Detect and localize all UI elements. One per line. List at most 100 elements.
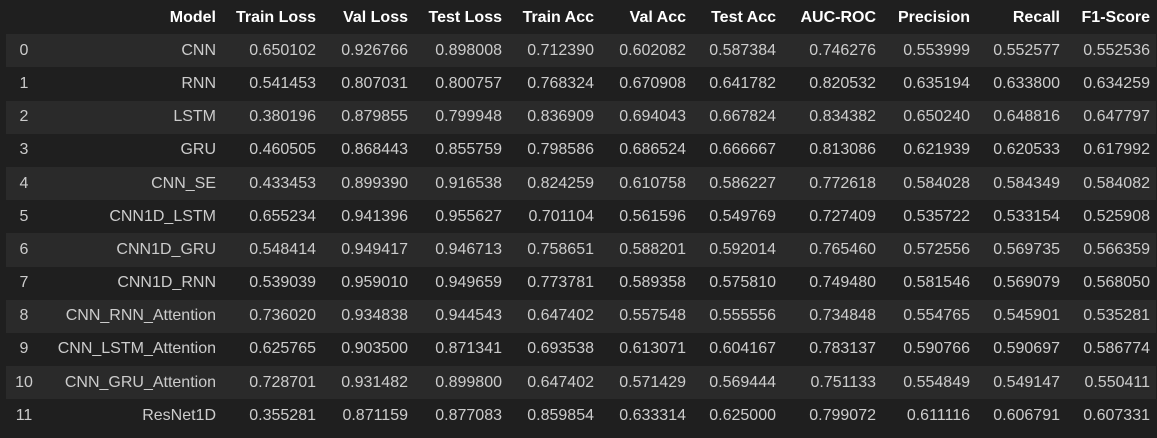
cell-recall: 0.569079 (976, 266, 1066, 300)
cell-val-acc: 0.561596 (600, 200, 692, 234)
cell-recall: 0.545901 (976, 299, 1066, 333)
cell-precision: 0.581546 (882, 266, 976, 300)
cell-test-loss: 0.877083 (414, 399, 508, 433)
cell-recall: 0.552577 (976, 34, 1066, 68)
cell-val-loss: 0.931482 (322, 366, 414, 400)
cell-index: 9 (6, 332, 42, 367)
cell-val-acc: 0.589358 (600, 266, 692, 300)
cell-test-acc: 0.587384 (692, 34, 782, 68)
cell-val-acc: 0.670908 (600, 67, 692, 101)
cell-f1-score: 0.552536 (1066, 34, 1156, 68)
cell-index: 8 (6, 299, 42, 333)
cell-val-loss: 0.934838 (322, 299, 414, 333)
header-precision: Precision (897, 8, 970, 26)
cell-test-loss: 0.799948 (414, 100, 508, 134)
cell-val-acc: 0.633314 (600, 399, 692, 433)
cell-val-loss: 0.899390 (322, 166, 414, 201)
cell-val-acc: 0.602082 (600, 34, 692, 68)
cell-index: 3 (6, 133, 42, 167)
cell-precision: 0.650240 (882, 100, 976, 134)
cell-index: 0 (6, 34, 42, 68)
cell-test-loss: 0.916538 (414, 166, 508, 201)
cell-recall: 0.584349 (976, 166, 1066, 201)
cell-test-loss: 0.949659 (414, 266, 508, 300)
table-row: 9 CNN_LSTM_Attention 0.625765 0.903500 0.871… (6, 332, 1156, 367)
table-row: 0 CNN 0.650102 0.926766 0.898008 0.712390 0.60… (6, 34, 1156, 68)
cell-test-loss: 0.946713 (414, 233, 508, 267)
cell-auc-roc: 0.751133 (782, 366, 882, 400)
cell-val-acc: 0.588201 (600, 233, 692, 267)
cell-index: 7 (6, 266, 42, 300)
cell-val-loss: 0.941396 (322, 200, 414, 234)
cell-train-loss: 0.433453 (220, 166, 322, 201)
header-recall: Recall (1012, 8, 1060, 26)
cell-recall: 0.549147 (976, 366, 1066, 400)
cell-train-acc: 0.647402 (508, 366, 600, 400)
cell-auc-roc: 0.734848 (782, 299, 882, 333)
cell-train-loss: 0.460505 (220, 133, 322, 167)
cell-test-loss: 0.955627 (414, 200, 508, 234)
cell-test-acc: 0.549769 (692, 200, 782, 234)
cell-test-loss: 0.871341 (414, 332, 508, 367)
header-val-acc: Val Acc (629, 8, 686, 26)
cell-train-acc: 0.693538 (508, 332, 600, 367)
cell-precision: 0.590766 (882, 332, 976, 367)
cell-index: 5 (6, 200, 42, 234)
table-row: 2 LSTM 0.380196 0.879855 0.799948 0.836909 0.6… (6, 100, 1156, 134)
cell-test-acc: 0.592014 (692, 233, 782, 267)
cell-f1-score: 0.607331 (1066, 399, 1156, 433)
cell-precision: 0.572556 (882, 233, 976, 267)
cell-train-loss: 0.655234 (220, 200, 322, 234)
cell-train-acc: 0.712390 (508, 34, 600, 68)
cell-f1-score: 0.525908 (1066, 200, 1156, 234)
cell-f1-score: 0.566359 (1066, 233, 1156, 267)
cell-precision: 0.635194 (882, 67, 976, 101)
table-row: 5 CNN1D_LSTM 0.655234 0.941396 0.955627 0.701… (6, 200, 1156, 234)
table-row: 4 CNN_SE 0.433453 0.899390 0.916538 0.824259 0… (6, 166, 1156, 201)
cell-auc-roc: 0.772618 (782, 166, 882, 201)
cell-test-acc: 0.604167 (692, 332, 782, 367)
cell-val-acc: 0.571429 (600, 366, 692, 400)
cell-train-acc: 0.824259 (508, 166, 600, 201)
cell-f1-score: 0.584082 (1066, 166, 1156, 201)
cell-f1-score: 0.568050 (1066, 266, 1156, 300)
cell-train-loss: 0.355281 (220, 399, 322, 433)
cell-model: CNN_RNN_Attention (42, 299, 220, 333)
cell-train-acc: 0.859854 (508, 399, 600, 433)
cell-recall: 0.620533 (976, 133, 1066, 167)
cell-val-loss: 0.879855 (322, 100, 414, 134)
header-auc-roc: AUC-ROC (800, 8, 876, 26)
cell-auc-roc: 0.783137 (782, 332, 882, 367)
cell-test-loss: 0.899800 (414, 366, 508, 400)
cell-test-acc: 0.667824 (692, 100, 782, 134)
table-row: 7 CNN1D_RNN 0.539039 0.959010 0.949659 0.7737… (6, 266, 1156, 300)
cell-recall: 0.606791 (976, 399, 1066, 433)
cell-index: 10 (6, 366, 42, 400)
cell-precision: 0.621939 (882, 133, 976, 167)
cell-train-acc: 0.773781 (508, 266, 600, 300)
cell-index: 6 (6, 233, 42, 267)
cell-f1-score: 0.586774 (1066, 332, 1156, 367)
header-row: Model Train Loss Val Loss Test Loss Trai… (6, 1, 1156, 34)
cell-precision: 0.554849 (882, 366, 976, 400)
cell-test-acc: 0.586227 (692, 166, 782, 201)
table-row: 1 RNN 0.541453 0.807031 0.800757 0.768324 0.67… (6, 67, 1156, 101)
table-row: 6 CNN1D_GRU 0.548414 0.949417 0.946713 0.7586… (6, 233, 1156, 267)
cell-val-acc: 0.686524 (600, 133, 692, 167)
header-test-loss: Test Loss (428, 8, 503, 26)
table-row: 3 GRU 0.460505 0.868443 0.855759 0.798586 0.68… (6, 133, 1156, 167)
cell-val-acc: 0.694043 (600, 100, 692, 134)
cell-index: 11 (6, 399, 42, 433)
cell-auc-roc: 0.749480 (782, 266, 882, 300)
cell-f1-score: 0.550411 (1066, 366, 1156, 400)
table-row: 10 CNN_GRU_Attention 0.728701 0.931482 0.899… (6, 366, 1156, 400)
header-val-loss: Val Loss (343, 8, 408, 26)
header-test-acc: Test Acc (711, 8, 776, 26)
cell-val-loss: 0.949417 (322, 233, 414, 267)
cell-test-acc: 0.666667 (692, 133, 782, 167)
cell-train-acc: 0.798586 (508, 133, 600, 167)
cell-auc-roc: 0.746276 (782, 34, 882, 68)
table-row: 8 CNN_RNN_Attention 0.736020 0.934838 0.9445… (6, 299, 1156, 333)
cell-val-loss: 0.868443 (322, 133, 414, 167)
header-index (6, 1, 42, 34)
